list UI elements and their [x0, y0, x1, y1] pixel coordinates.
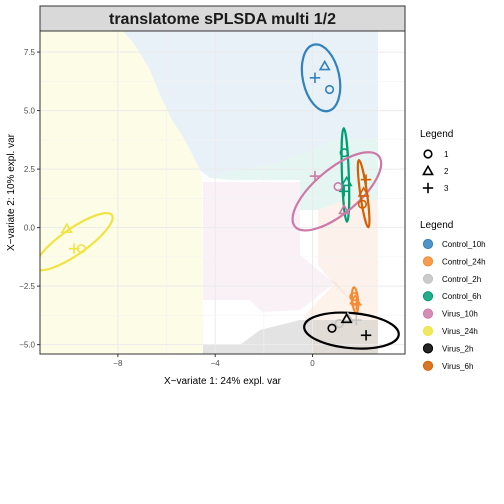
- shape-legend-key-circle: [423, 149, 433, 159]
- color-legend-label: Control_6h: [442, 292, 481, 301]
- region-virus-24h: [40, 31, 203, 354]
- point-virus-2h-plus: [360, 330, 372, 341]
- ellipse-control-6h: [340, 127, 351, 223]
- shape-legend-label: 1: [444, 150, 449, 159]
- y-tick-label: 0.0: [24, 224, 36, 233]
- point-control-2h-circle: [334, 318, 344, 329]
- ellipse-virus-10h: [291, 151, 383, 232]
- point-control-10h-plus: [309, 72, 321, 84]
- point-virus-6h-triangle: [357, 186, 370, 197]
- point-virus-10h-plus: [309, 170, 321, 182]
- shape-legend-label: 3: [444, 184, 449, 193]
- color-legend-label: Control_2h: [442, 275, 481, 284]
- axes: −8 −4 0 −5.0 −2.5 0.0 2.5 5.0 7.5: [19, 48, 315, 368]
- point-control-2h-plus: [351, 314, 362, 326]
- legends: Legend 1 2 3 Legend Control_10h Control_24h Con…: [420, 129, 486, 371]
- region-control-10h: [123, 31, 378, 178]
- point-control-10h-triangle: [318, 59, 331, 71]
- color-legend-key: [422, 343, 434, 354]
- shape-legend-title: Legend: [420, 129, 453, 140]
- point-control-6h-circle: [339, 148, 349, 158]
- chart-title: translatome sPLSDA multi 1/2: [109, 11, 336, 28]
- point-virus-2h-triangle: [340, 312, 353, 324]
- region-control-24h: [305, 282, 378, 354]
- x-tick-label: −4: [211, 359, 221, 368]
- point-virus-2h-circle: [327, 323, 337, 333]
- shape-legend-key-plus: [422, 182, 434, 194]
- point-virus-10h-circle: [333, 182, 343, 192]
- color-legend-key: [422, 256, 434, 267]
- point-control-6h-plus: [338, 186, 350, 197]
- point-control-10h-circle: [324, 84, 335, 95]
- point-virus-10h-triangle: [338, 203, 351, 215]
- y-tick-label: −2.5: [19, 282, 35, 291]
- ellipse-control-10h: [300, 43, 342, 113]
- y-tick-label: −5.0: [19, 341, 35, 350]
- color-legend-key: [422, 308, 434, 319]
- region-control-6h: [210, 138, 378, 210]
- y-tick-label: 2.5: [24, 165, 36, 174]
- region-unassigned: [378, 31, 405, 354]
- color-legend-label: Virus_10h: [442, 310, 478, 319]
- point-control-6h-triangle: [340, 175, 353, 187]
- panel-border: [39, 30, 406, 355]
- color-legend-key: [422, 291, 434, 302]
- color-legend-key: [422, 325, 434, 337]
- grid-lines: [40, 31, 405, 354]
- color-legend-label: Control_24h: [442, 257, 486, 266]
- x-tick-label: −8: [113, 359, 123, 368]
- y-tick-label: 5.0: [24, 107, 36, 116]
- point-control-24h-plus: [351, 299, 362, 311]
- color-legend-title: Legend: [420, 220, 453, 231]
- point-virus-6h-circle: [357, 199, 368, 209]
- point-virus-6h-plus: [360, 174, 372, 185]
- point-virus-24h-triangle: [60, 222, 73, 234]
- sample-points: [60, 59, 372, 341]
- ellipse-virus-2h: [303, 311, 400, 350]
- title-strip: [39, 5, 406, 32]
- shape-legend-key-triangle: [422, 164, 434, 176]
- color-legend-label: Virus_6h: [442, 362, 473, 371]
- point-control-24h-circle: [349, 292, 359, 302]
- x-axis-title: X−variate 1: 24% expl. var: [164, 376, 282, 387]
- color-legend-label: Virus_24h: [442, 327, 478, 336]
- y-axis-title: X−variate 2: 10% expl. var: [6, 133, 17, 251]
- x-tick-label: 0: [310, 359, 315, 368]
- color-legend-label: Control_10h: [442, 240, 486, 249]
- point-virus-24h-plus: [68, 243, 80, 254]
- color-legend-key: [422, 273, 434, 284]
- color-legend-key: [422, 360, 434, 371]
- point-control-24h-triangle: [349, 293, 362, 305]
- y-tick-label: 7.5: [24, 48, 36, 57]
- color-legend-label: Virus_2h: [442, 344, 473, 353]
- region-virus-10h: [203, 182, 336, 312]
- color-legend-key: [422, 238, 434, 250]
- shape-legend-label: 2: [444, 167, 449, 176]
- region-virus-6h: [318, 200, 378, 306]
